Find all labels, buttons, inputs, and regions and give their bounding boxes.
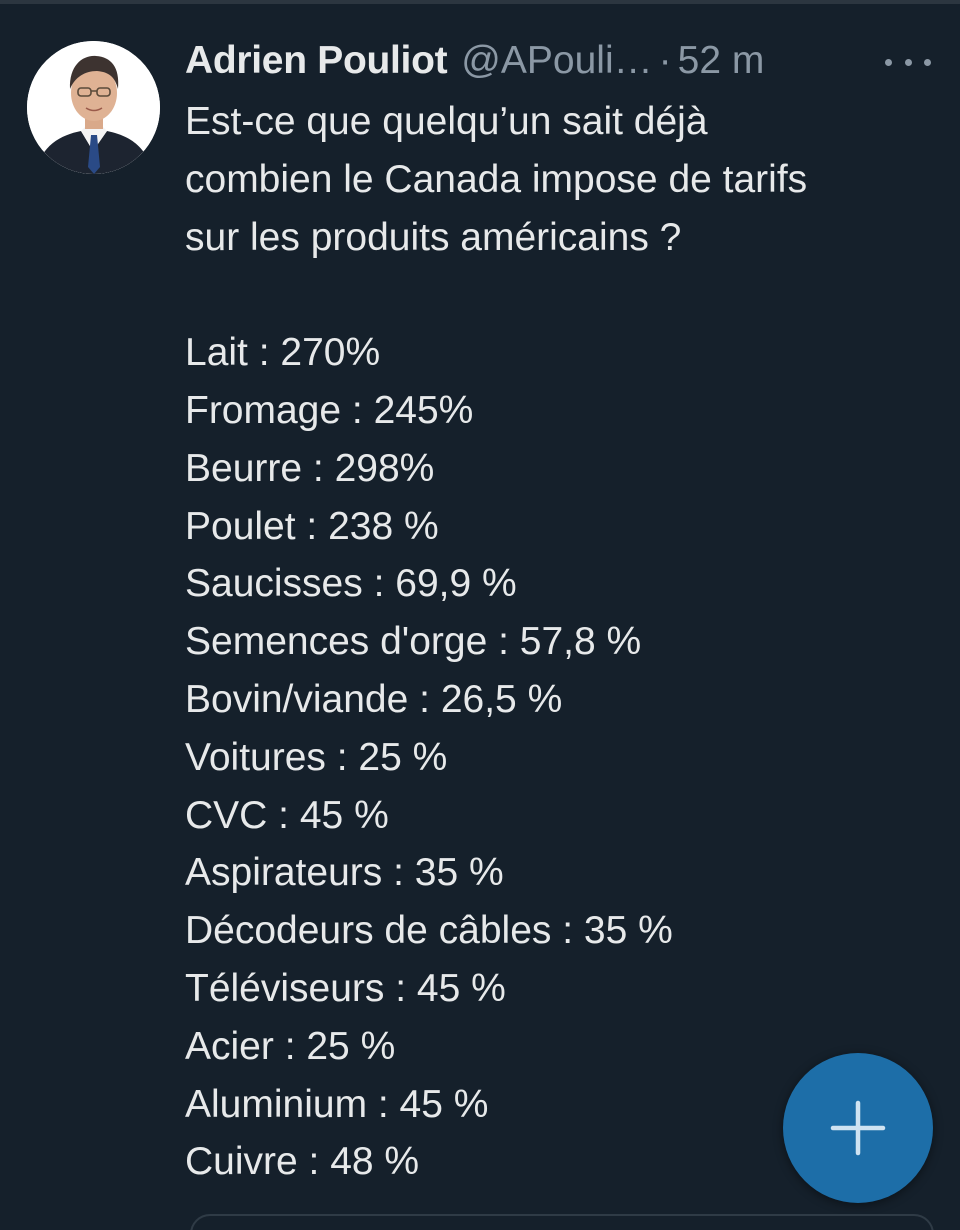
- more-horizontal-icon-dot: [905, 59, 912, 66]
- next-tweet-preview-card[interactable]: [190, 1214, 934, 1230]
- tweet-header: Adrien Pouliot @APouli… · 52 m: [185, 28, 930, 94]
- author-name[interactable]: Adrien Pouliot: [185, 28, 447, 94]
- tweet-text-line: Est-ce que quelqu’un sait déjà: [185, 93, 930, 151]
- top-divider: [0, 0, 960, 4]
- tweet-text-line: sur les produits américains ?: [185, 209, 930, 267]
- avatar-photo: [27, 41, 160, 174]
- tariff-item: Beurre : 298%: [185, 440, 930, 498]
- more-horizontal-icon-dot: [924, 59, 931, 66]
- tariff-item: Poulet : 238 %: [185, 498, 930, 556]
- tariff-item: Aspirateurs : 35 %: [185, 844, 930, 902]
- avatar[interactable]: [27, 41, 160, 174]
- paragraph-gap: [185, 266, 930, 324]
- tariff-item: Fromage : 245%: [185, 382, 930, 440]
- author-handle[interactable]: @APouli…: [461, 28, 652, 94]
- tweet-text: Est-ce que quelqu’un sait déjà combien l…: [185, 93, 930, 1191]
- compose-button[interactable]: [783, 1053, 933, 1203]
- tariff-item: Lait : 270%: [185, 324, 930, 382]
- plus-icon: [783, 1053, 933, 1203]
- tariff-item: Décodeurs de câbles : 35 %: [185, 902, 930, 960]
- tariff-item: CVC : 45 %: [185, 787, 930, 845]
- tweet-timestamp[interactable]: 52 m: [678, 28, 765, 94]
- tariff-item: Téléviseurs : 45 %: [185, 960, 930, 1018]
- more-options-button[interactable]: [885, 50, 931, 74]
- tariff-item: Saucisses : 69,9 %: [185, 555, 930, 613]
- more-horizontal-icon: [885, 59, 892, 66]
- header-separator: ·: [659, 28, 672, 94]
- tariff-item: Voitures : 25 %: [185, 729, 930, 787]
- tweet-text-line: combien le Canada impose de tarifs: [185, 151, 930, 209]
- tweet: Adrien Pouliot @APouli… · 52 m Est-ce qu…: [185, 28, 930, 1191]
- tariff-item: Semences d'orge : 57,8 %: [185, 613, 930, 671]
- tariff-item: Bovin/viande : 26,5 %: [185, 671, 930, 729]
